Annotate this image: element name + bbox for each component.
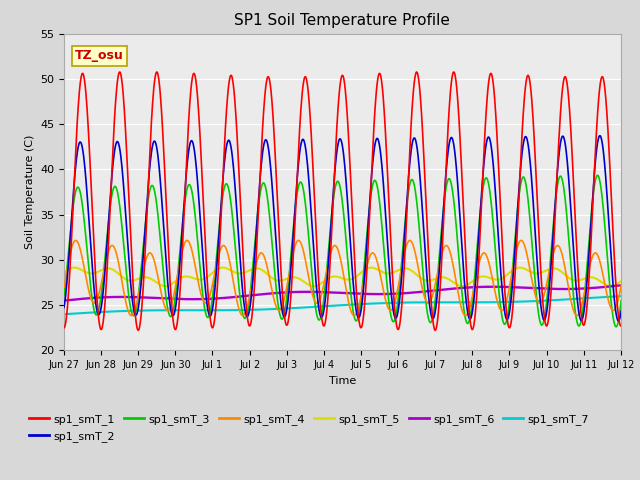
sp1_smT_3 xyxy=(335,179,342,184)
sp1_smT_4 xyxy=(346,306,354,312)
sp1_smT_5 xyxy=(502,273,509,279)
Y-axis label: Soil Temperature (C): Soil Temperature (C) xyxy=(24,135,35,249)
sp1_smT_1 xyxy=(589,199,596,205)
sp1_smT_1 xyxy=(502,302,509,308)
Line: sp1_smT_7: sp1_smT_7 xyxy=(64,295,640,314)
sp1_smT_7 xyxy=(335,302,342,308)
Line: sp1_smT_4: sp1_smT_4 xyxy=(64,240,640,315)
sp1_smT_6 xyxy=(501,284,509,290)
sp1_smT_1 xyxy=(346,169,354,175)
sp1_smT_3 xyxy=(631,171,639,177)
sp1_smT_3 xyxy=(588,202,596,207)
sp1_smT_3 xyxy=(60,292,68,298)
sp1_smT_5 xyxy=(607,283,614,289)
X-axis label: Time: Time xyxy=(329,376,356,385)
sp1_smT_5 xyxy=(60,270,68,276)
sp1_smT_1 xyxy=(154,71,161,76)
sp1_smT_2 xyxy=(588,202,596,207)
sp1_smT_7 xyxy=(153,307,161,313)
sp1_smT_3 xyxy=(501,321,509,327)
Line: sp1_smT_3: sp1_smT_3 xyxy=(64,174,640,328)
Line: sp1_smT_5: sp1_smT_5 xyxy=(64,267,640,286)
sp1_smT_1 xyxy=(60,325,68,331)
sp1_smT_7 xyxy=(60,312,68,317)
sp1_smT_6 xyxy=(153,295,161,301)
sp1_smT_4 xyxy=(589,252,596,258)
Legend: sp1_smT_1, sp1_smT_2, sp1_smT_3, sp1_smT_4, sp1_smT_5, sp1_smT_6, sp1_smT_7: sp1_smT_1, sp1_smT_2, sp1_smT_3, sp1_smT… xyxy=(25,410,594,446)
sp1_smT_3 xyxy=(346,277,353,283)
sp1_smT_1 xyxy=(116,69,124,75)
sp1_smT_7 xyxy=(501,299,509,305)
sp1_smT_4 xyxy=(239,312,246,318)
sp1_smT_1 xyxy=(335,92,343,97)
sp1_smT_6 xyxy=(335,290,342,296)
sp1_smT_4 xyxy=(502,300,509,306)
sp1_smT_2 xyxy=(335,140,342,145)
sp1_smT_2 xyxy=(346,229,353,235)
Title: SP1 Soil Temperature Profile: SP1 Soil Temperature Profile xyxy=(234,13,451,28)
sp1_smT_2 xyxy=(633,132,640,138)
sp1_smT_7 xyxy=(588,295,596,300)
sp1_smT_4 xyxy=(60,285,68,290)
Line: sp1_smT_2: sp1_smT_2 xyxy=(64,135,640,322)
sp1_smT_4 xyxy=(294,238,302,243)
sp1_smT_3 xyxy=(153,203,161,209)
sp1_smT_5 xyxy=(335,274,342,280)
sp1_smT_1 xyxy=(134,327,142,333)
sp1_smT_7 xyxy=(346,302,353,308)
Line: sp1_smT_6: sp1_smT_6 xyxy=(64,282,640,300)
Text: TZ_osu: TZ_osu xyxy=(75,49,124,62)
sp1_smT_4 xyxy=(153,269,161,275)
sp1_smT_5 xyxy=(589,275,596,280)
sp1_smT_4 xyxy=(335,251,343,256)
sp1_smT_6 xyxy=(346,290,353,296)
sp1_smT_5 xyxy=(346,276,353,282)
sp1_smT_6 xyxy=(60,298,68,303)
sp1_smT_2 xyxy=(501,312,509,317)
Line: sp1_smT_1: sp1_smT_1 xyxy=(64,72,640,330)
sp1_smT_6 xyxy=(588,285,596,291)
sp1_smT_2 xyxy=(60,304,68,310)
sp1_smT_5 xyxy=(153,280,161,286)
sp1_smT_2 xyxy=(153,145,161,151)
sp1_smT_5 xyxy=(367,264,375,270)
